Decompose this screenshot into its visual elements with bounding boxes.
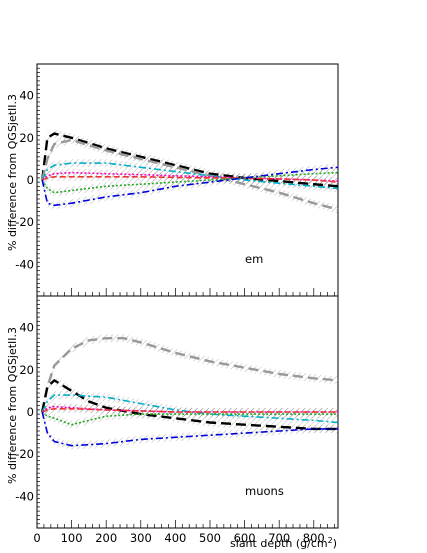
series-line xyxy=(41,337,339,413)
x-tick-label: 100 xyxy=(61,531,83,545)
y-tick-label: -40 xyxy=(15,489,34,503)
series-line xyxy=(41,411,338,447)
y-tick-label: 40 xyxy=(19,321,34,335)
x-tick-label: 500 xyxy=(199,531,221,545)
y-tick-label: 20 xyxy=(19,363,34,377)
series-line xyxy=(41,407,338,413)
series-line xyxy=(41,379,338,431)
x-tick-label: 700 xyxy=(268,531,290,545)
uncertainty-band xyxy=(42,408,338,429)
series-line xyxy=(41,394,339,424)
x-axis-title: slant depth (g/cm2) xyxy=(230,536,337,550)
panel-em: -40 -20 0 20 40 em % difference from QGSjetI… xyxy=(6,63,339,297)
y-tick-label: 0 xyxy=(27,173,34,187)
series-line xyxy=(41,162,339,190)
x-axis-muons: 0 100 200 300 400 500 600 700 800 xyxy=(33,520,335,545)
uncertainty-band xyxy=(42,408,338,450)
y-tick-label: -20 xyxy=(15,447,34,461)
x-tick-label: 0 xyxy=(33,531,40,545)
y-tick-label: 20 xyxy=(19,131,34,145)
y-axis-title-em: % difference from QGSjetII.3 xyxy=(6,94,19,251)
series-line xyxy=(41,171,339,194)
series-line xyxy=(41,138,339,211)
series-lines-em xyxy=(41,132,339,211)
panel-annotation-em: em xyxy=(245,252,263,266)
uncertainty-bands-muons xyxy=(42,334,338,450)
series-line xyxy=(41,132,339,188)
x-tick-label: 300 xyxy=(130,531,152,545)
series-line xyxy=(41,176,339,183)
series-lines-muons xyxy=(41,337,339,447)
y-axis-em: -40 -20 0 20 40 xyxy=(15,63,40,297)
y-axis-muons: -40 -20 0 20 40 xyxy=(15,295,40,529)
x-axis-ticks-em xyxy=(36,288,335,296)
x-tick-label: 200 xyxy=(95,531,117,545)
panel-muons: -40 -20 0 20 40 0 100 200 300 400 500 600 700 800 mu… xyxy=(6,295,339,550)
y-tick-label: -20 xyxy=(15,215,34,229)
series-line xyxy=(41,166,339,207)
x-tick-label: 600 xyxy=(234,531,256,545)
x-tick-label: 400 xyxy=(164,531,186,545)
panel-annotation-muons: muons xyxy=(245,484,284,498)
y-tick-label: 40 xyxy=(19,89,34,103)
x-axis-title-superscript: 2 xyxy=(328,536,333,545)
x-tick-label: 800 xyxy=(303,531,325,545)
y-axis-title-muons: % difference from QGSjetII.3 xyxy=(6,327,19,484)
series-line xyxy=(41,411,338,426)
y-tick-label: -40 xyxy=(15,257,34,271)
y-tick-label: 0 xyxy=(27,405,34,419)
